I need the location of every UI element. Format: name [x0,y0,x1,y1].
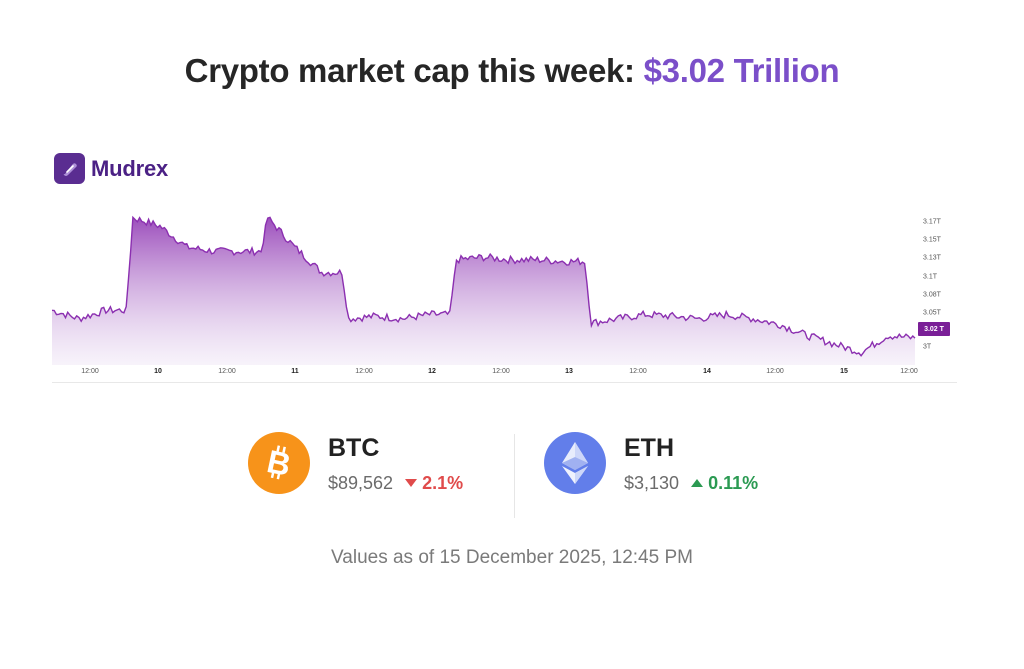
change-value: 2.1% [422,472,464,493]
x-tick-label: 12:00 [629,368,647,375]
x-tick-label: 12:00 [900,368,918,375]
coin-summary: B BTC $89,562 2.1% [0,432,1024,520]
area-fill [52,217,915,365]
x-axis-line [52,382,957,383]
x-tick-label: 12:00 [766,368,784,375]
title-prefix: Crypto market cap this week: [184,52,635,89]
coin-btc[interactable]: B BTC $89,562 2.1% [248,432,463,494]
x-tick-label: 12:00 [81,368,99,375]
x-tick-label: 11 [291,368,299,375]
coin-symbol: ETH [624,433,674,462]
coin-price: $89,562 [328,472,394,493]
coin-eth[interactable]: ETH $3,130 0.11% [544,432,758,494]
y-tick-label: 3.08T [923,291,941,299]
y-tick-label: 3.17T [923,218,941,226]
up-arrow-icon [691,479,704,487]
y-tick-label: 3.15T [923,236,941,244]
timestamp-note: Values as of 15 December 2025, 12:45 PM [331,547,693,568]
page-title: Crypto market cap this week: $3.02 Trill… [0,52,1024,90]
market-cap-value: $3.02 Trillion [643,52,840,89]
change-value: 0.11% [708,472,759,493]
mudrex-logo-icon [54,153,85,184]
x-tick-label: 12 [428,368,436,375]
coin-change: 0.11% [691,473,758,494]
x-tick-label: 13 [565,368,573,375]
area-chart-plot [52,215,916,365]
x-tick-label: 12:00 [218,368,236,375]
bitcoin-icon: B [248,432,310,494]
ethereum-icon [544,432,606,494]
brand: Mudrex [54,153,168,184]
coin-price: $3,130 [624,472,680,493]
x-tick-label: 12:00 [492,368,510,375]
series-line [52,215,916,357]
y-tick-label: 3T [923,343,932,351]
x-tick-label: 10 [154,368,162,375]
down-arrow-icon [405,479,418,487]
y-tick-label: 3.1T [923,273,938,281]
x-tick-label: 15 [840,368,848,375]
current-value-badge: 3.02 T [918,322,950,336]
coin-change: 2.1% [405,473,463,494]
market-cap-chart: 12:00 10 12:00 11 12:00 12 12:00 13 12:00 14 12:00… [52,205,957,383]
y-tick-label: 3.05T [923,309,941,317]
y-tick-label: 3.13T [923,254,941,262]
x-tick-label: 12:00 [355,368,373,375]
brand-name: Mudrex [91,155,169,181]
x-tick-label: 14 [703,368,711,375]
coin-symbol: BTC [328,433,380,462]
divider [514,434,515,518]
